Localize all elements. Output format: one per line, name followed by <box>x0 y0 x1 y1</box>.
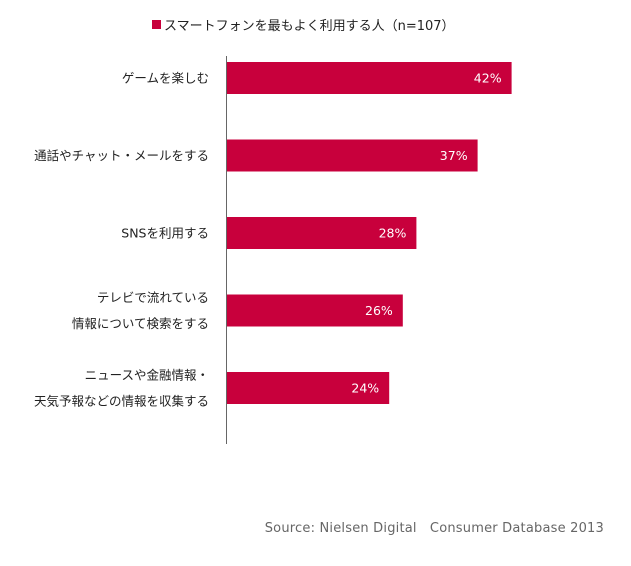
bar-1 <box>226 62 512 94</box>
bar-2 <box>226 139 478 172</box>
category-label-4-line-2: 情報について検索をする <box>72 316 209 331</box>
bar-value-label-1: 42% <box>474 71 502 86</box>
category-label-2: 通話やチャット・メールをする <box>34 148 209 163</box>
bar-value-label-4: 26% <box>365 303 393 318</box>
bar-3 <box>226 217 417 249</box>
category-label-4-line-1: テレビで流れている <box>97 290 209 305</box>
category-label-5-line-1: ニュースや金融情報・ <box>85 368 209 383</box>
category-label-3: SNSを利用する <box>121 226 209 241</box>
bar-5 <box>226 372 390 404</box>
legend: スマートフォンを最もよく利用する人（n=107） <box>152 14 455 34</box>
source-note: Source: Nielsen Digital Consumer Databas… <box>264 521 604 536</box>
bar-value-label-5: 24% <box>351 381 379 396</box>
bar-value-label-3: 28% <box>379 226 407 241</box>
bar-value-label-2: 37% <box>440 148 468 163</box>
legend-label: スマートフォンを最もよく利用する人（n=107） <box>164 18 455 34</box>
category-label-1: ゲームを楽しむ <box>122 71 209 86</box>
bar-4 <box>226 294 403 327</box>
category-label-5-line-2: 天気予報などの情報を収集する <box>34 394 209 409</box>
legend-swatch <box>152 19 161 29</box>
